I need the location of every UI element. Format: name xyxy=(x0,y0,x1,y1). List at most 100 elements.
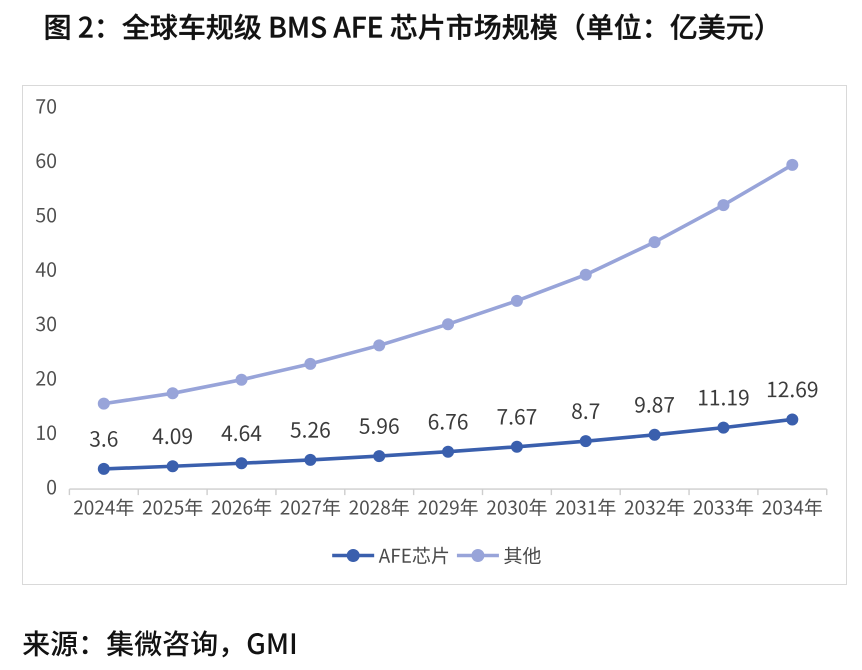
svg-text:60: 60 xyxy=(35,151,57,173)
data-label: 12.69 xyxy=(766,379,819,402)
svg-text:2031年: 2031年 xyxy=(555,498,616,520)
series-marker xyxy=(166,460,179,473)
chart-source: 来源：集微咨询，GMI xyxy=(23,630,296,658)
series-marker xyxy=(442,318,455,331)
series-marker xyxy=(579,268,592,281)
svg-text:2032年: 2032年 xyxy=(624,498,685,520)
x-axis-label: 2029年 xyxy=(417,498,478,520)
data-label: 7.67 xyxy=(496,406,537,429)
legend-item-1: 其他 xyxy=(456,546,541,568)
svg-text:10: 10 xyxy=(35,423,57,445)
y-axis-label: 30 xyxy=(35,314,57,336)
svg-text:4.64: 4.64 xyxy=(221,423,262,446)
data-label: 4.09 xyxy=(152,426,193,449)
x-axis-labels: 2024年 2025年 2026年 2027年 2028年 2029年 2030年 2031年… xyxy=(73,498,823,520)
svg-text:0: 0 xyxy=(46,477,57,499)
figure-source: 来源：集微咨询，GMI 来源：集微咨询，GMI xyxy=(0,600,862,670)
series-marker xyxy=(373,339,386,352)
series-marker xyxy=(373,450,386,463)
figure-title-glyphs: 图 2：全球车规级 BMS AFE 芯片市场规模（单位：亿美元） xyxy=(44,13,792,44)
svg-text:2024年: 2024年 xyxy=(73,498,134,520)
y-axis-label: 10 xyxy=(35,423,57,445)
svg-text:9.87: 9.87 xyxy=(634,395,675,418)
series-marker xyxy=(304,453,317,466)
chart-title: 图 2：全球车规级 BMS AFE 芯片市场规模（单位：亿美元） xyxy=(44,13,792,44)
series-marker xyxy=(786,158,799,171)
legend-label: 其他 xyxy=(503,546,541,568)
svg-text:2028年: 2028年 xyxy=(349,498,410,520)
series-marker xyxy=(786,413,799,426)
series-marker xyxy=(166,387,179,400)
series-marker xyxy=(235,457,248,470)
svg-text:图 2：全球车规级 BMS AFE 芯片市场规模（单位：亿美: 图 2：全球车规级 BMS AFE 芯片市场规模（单位：亿美元） xyxy=(44,13,792,44)
y-axis-label: 0 xyxy=(46,477,57,499)
x-axis-label: 2034年 xyxy=(762,498,823,520)
series-marker xyxy=(717,421,730,434)
svg-text:70: 70 xyxy=(35,97,57,119)
y-axis-label: 20 xyxy=(35,369,57,391)
series-marker xyxy=(97,397,110,410)
legend-marker xyxy=(471,549,485,562)
legend-label: AFE芯片 xyxy=(378,546,454,568)
x-axis-label: 2032年 xyxy=(624,498,685,520)
svg-text:其他: 其他 xyxy=(503,546,541,568)
svg-text:2033年: 2033年 xyxy=(693,498,754,520)
data-labels: 3.6 4.09 4.64 5.26 5.96 6.76 7.67 8.7 9.87 11.19 1… xyxy=(89,379,819,452)
series-line xyxy=(102,163,795,406)
svg-text:7.67: 7.67 xyxy=(496,406,537,429)
series-marker xyxy=(442,445,455,458)
legend-marker xyxy=(346,549,360,562)
svg-text:11.19: 11.19 xyxy=(698,387,749,410)
svg-text:20: 20 xyxy=(35,369,57,391)
svg-text:2025年: 2025年 xyxy=(142,498,203,520)
svg-text:6.76: 6.76 xyxy=(428,411,469,434)
data-label: 9.87 xyxy=(634,395,675,418)
svg-text:4.09: 4.09 xyxy=(152,426,193,449)
x-axis-label: 2025年 xyxy=(142,498,203,520)
figure-source-glyphs: 来源：集微咨询，GMI xyxy=(23,630,296,658)
series-1 xyxy=(97,158,799,410)
x-axis-label: 2026年 xyxy=(211,498,272,520)
data-label: 5.96 xyxy=(359,416,400,439)
svg-text:12.69: 12.69 xyxy=(766,379,819,402)
series-marker xyxy=(235,373,248,386)
data-label: 4.64 xyxy=(221,423,262,446)
y-axis-label: 70 xyxy=(35,97,57,119)
x-axis-label: 2024年 xyxy=(73,498,134,520)
series-0 xyxy=(97,413,799,475)
series-marker xyxy=(579,435,592,448)
series-marker xyxy=(97,462,110,475)
legend: AFE芯片 其他 xyxy=(332,546,541,568)
series-marker xyxy=(648,428,661,441)
data-label: 3.6 xyxy=(89,429,118,452)
x-axis-label: 2030年 xyxy=(487,498,547,517)
y-axis-labels: 0 10 20 30 40 50 60 70 xyxy=(35,97,57,499)
svg-text:2026年: 2026年 xyxy=(211,498,272,520)
svg-text:5.96: 5.96 xyxy=(359,416,400,439)
data-label: 8.7 xyxy=(571,401,600,424)
svg-text:2029年: 2029年 xyxy=(417,498,478,520)
x-axis-label: 2031年 xyxy=(555,498,616,520)
data-label: 5.26 xyxy=(290,420,331,443)
svg-text:3.6: 3.6 xyxy=(89,429,118,452)
figure-title: 图 2：全球车规级 BMS AFE 芯片市场规模（单位：亿美元） 图 2：全球车… xyxy=(0,0,862,62)
svg-text:5.26: 5.26 xyxy=(290,420,331,443)
x-axis-label: 2028年 xyxy=(349,498,410,520)
chart-frame: 0 10 20 30 40 50 60 70 2024年 2025年 2026年 2027年 2028年… xyxy=(22,85,847,585)
x-axis-label: 2033年 xyxy=(693,498,754,520)
svg-text:40: 40 xyxy=(35,260,57,282)
series-marker xyxy=(717,199,730,212)
line-chart: 0 10 20 30 40 50 60 70 2024年 2025年 2026年 2027年 2028年… xyxy=(35,97,828,568)
x-axis xyxy=(68,488,828,496)
svg-text:30: 30 xyxy=(35,314,57,336)
svg-text:2034年: 2034年 xyxy=(762,498,823,520)
x-axis-label: 2027年 xyxy=(280,498,341,520)
series-marker xyxy=(648,236,661,249)
legend-item-0: AFE芯片 xyxy=(332,546,454,568)
series-marker xyxy=(304,357,317,370)
svg-text:AFE芯片: AFE芯片 xyxy=(379,546,454,568)
y-axis-label: 60 xyxy=(35,151,57,173)
y-axis-label: 40 xyxy=(35,260,57,282)
svg-text:8.7: 8.7 xyxy=(571,401,600,424)
svg-text:2027年: 2027年 xyxy=(280,498,341,520)
